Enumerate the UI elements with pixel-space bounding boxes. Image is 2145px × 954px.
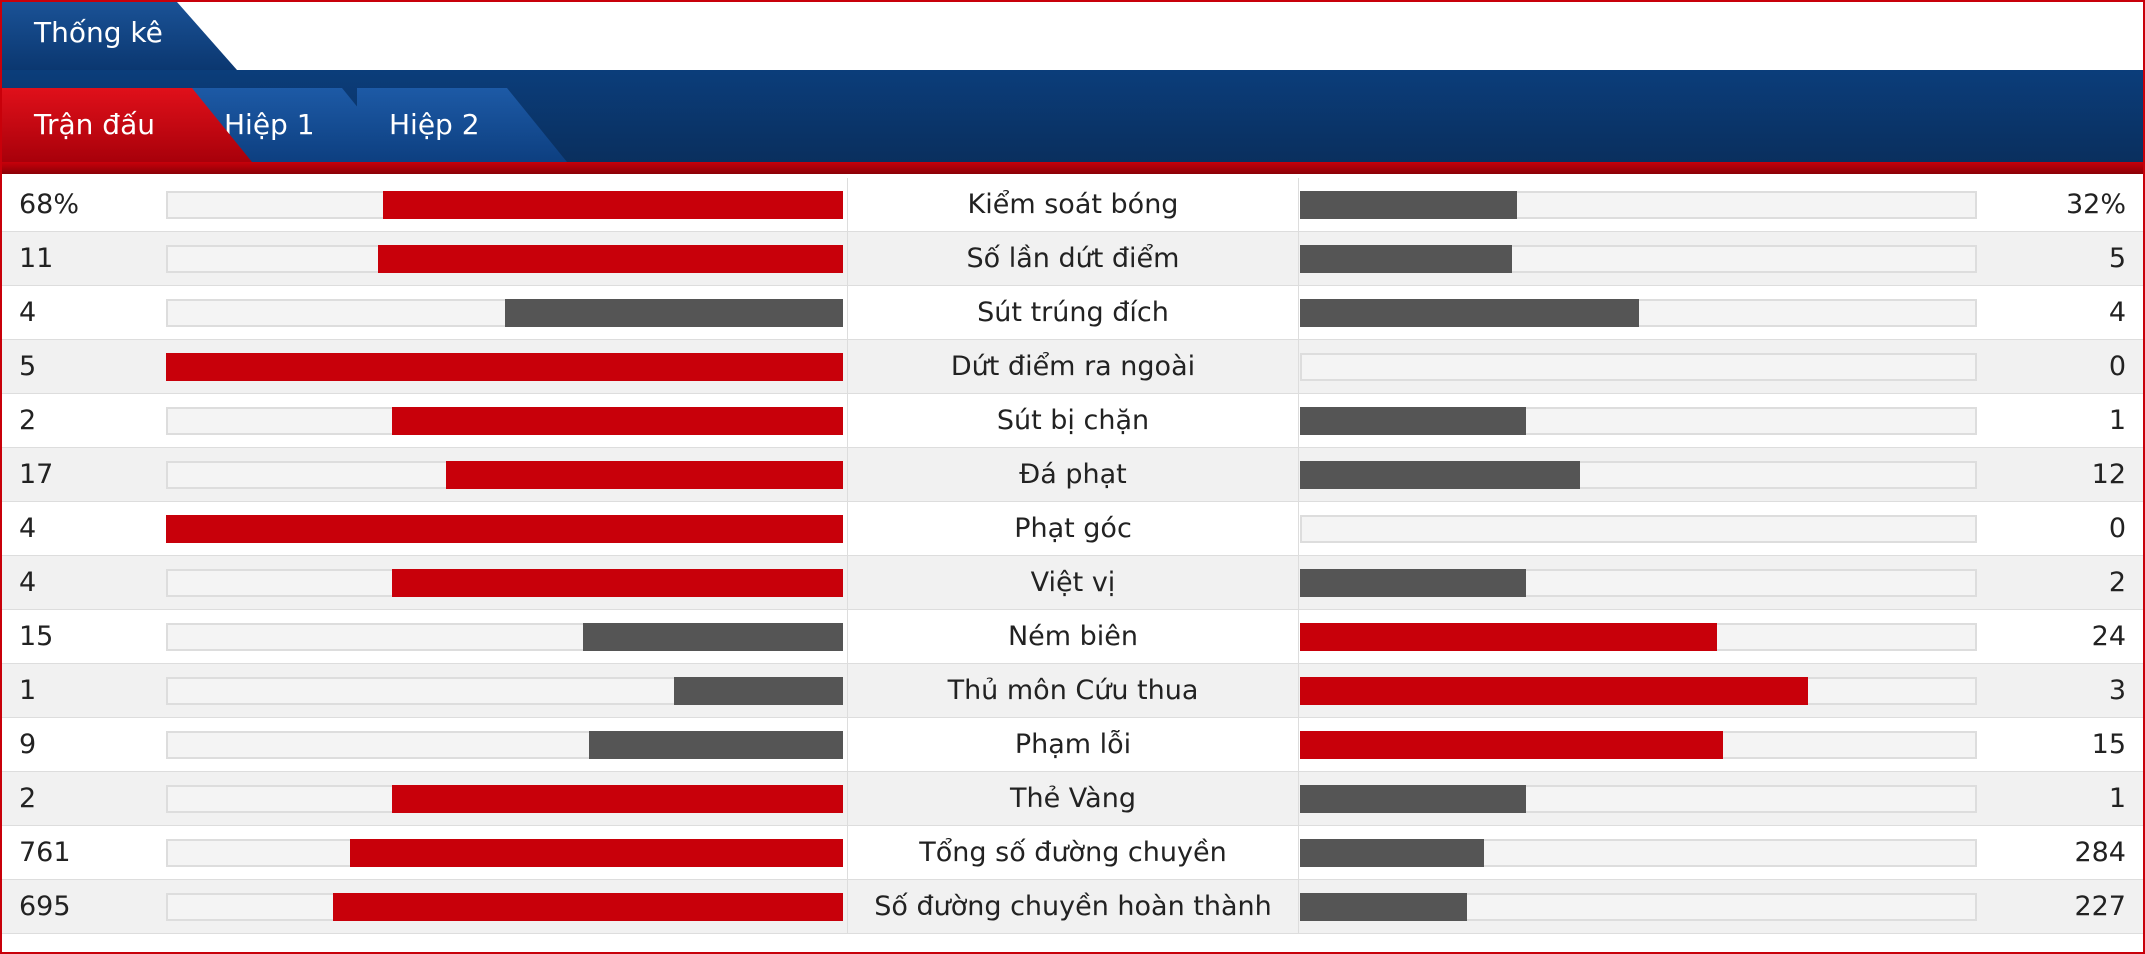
away-value: 284 [2074, 837, 2126, 868]
home-bar [504, 299, 843, 327]
stat-label: Ném biên [847, 610, 1299, 663]
home-value: 11 [19, 243, 54, 274]
home-bar [446, 461, 843, 489]
home-bar [166, 515, 843, 543]
tab-bar: Trận đấu Hiệp 1 Hiệp 2 [2, 72, 2143, 162]
stat-row: 2 1 Sút bị chặn [2, 394, 2143, 448]
stat-row: 761 284 Tổng số đường chuyền [2, 826, 2143, 880]
away-bar [1300, 299, 1639, 327]
away-value: 3 [2108, 675, 2126, 706]
stat-row: 695 227 Số đường chuyền hoàn thành [2, 880, 2143, 934]
panel-title: Thống kê [2, 2, 237, 70]
stat-label: Thẻ Vàng [847, 772, 1299, 825]
away-bar [1300, 461, 1581, 489]
home-value: 695 [19, 891, 71, 922]
stat-label: Việt vị [847, 556, 1299, 609]
home-value: 5 [19, 351, 37, 382]
stat-row: 11 5 Số lần dứt điểm [2, 232, 2143, 286]
home-value: 9 [19, 729, 37, 760]
stat-label: Kiểm soát bóng [847, 178, 1299, 231]
away-track [1300, 353, 1977, 381]
home-bar [166, 353, 843, 381]
stat-label: Số lần dứt điểm [847, 232, 1299, 285]
stat-row: 15 24 Ném biên [2, 610, 2143, 664]
home-value: 17 [19, 459, 54, 490]
stat-row: 2 1 Thẻ Vàng [2, 772, 2143, 826]
away-value: 5 [2108, 243, 2126, 274]
stat-row: 17 12 Đá phạt [2, 448, 2143, 502]
away-value: 1 [2108, 783, 2126, 814]
away-bar [1300, 245, 1512, 273]
away-value: 227 [2074, 891, 2126, 922]
away-bar [1300, 893, 1467, 921]
stat-label: Thủ môn Cứu thua [847, 664, 1299, 717]
home-bar [382, 191, 843, 219]
stat-label: Sút trúng đích [847, 286, 1299, 339]
divider [2, 162, 2143, 174]
stat-row: 68% 32% Kiểm soát bóng [2, 178, 2143, 232]
home-value: 2 [19, 783, 37, 814]
stat-row: 9 15 Phạm lỗi [2, 718, 2143, 772]
home-value: 761 [19, 837, 71, 868]
home-value: 15 [19, 621, 54, 652]
away-value: 12 [2091, 459, 2126, 490]
away-bar [1300, 731, 1724, 759]
away-bar [1300, 569, 1526, 597]
home-value: 68% [19, 189, 80, 220]
home-bar [673, 677, 843, 705]
away-value: 0 [2108, 513, 2126, 544]
stat-row: 4 4 Sút trúng đích [2, 286, 2143, 340]
stat-label: Phạt góc [847, 502, 1299, 555]
home-bar [589, 731, 843, 759]
away-value: 1 [2108, 405, 2126, 436]
away-value: 2 [2108, 567, 2126, 598]
stat-row: 4 2 Việt vị [2, 556, 2143, 610]
away-value: 24 [2091, 621, 2126, 652]
stat-label: Tổng số đường chuyền [847, 826, 1299, 879]
away-bar [1300, 785, 1526, 813]
home-value: 1 [19, 675, 37, 706]
away-track [1300, 515, 1977, 543]
away-bar [1300, 623, 1717, 651]
home-bar [391, 785, 843, 813]
home-value: 4 [19, 513, 37, 544]
away-value: 15 [2091, 729, 2126, 760]
home-bar [582, 623, 843, 651]
home-bar [377, 245, 843, 273]
stat-label: Đá phạt [847, 448, 1299, 501]
away-bar [1300, 407, 1526, 435]
stat-row: 1 3 Thủ môn Cứu thua [2, 664, 2143, 718]
away-value: 32% [2065, 189, 2126, 220]
stat-row: 5 0 Dứt điểm ra ngoài [2, 340, 2143, 394]
away-bar [1300, 677, 1808, 705]
title-bar: Thống kê [2, 2, 2143, 72]
away-value: 4 [2108, 297, 2126, 328]
away-bar [1300, 191, 1517, 219]
home-bar [349, 839, 843, 867]
home-value: 2 [19, 405, 37, 436]
stat-label: Sút bị chặn [847, 394, 1299, 447]
home-bar [391, 407, 843, 435]
stat-label: Dứt điểm ra ngoài [847, 340, 1299, 393]
away-value: 0 [2108, 351, 2126, 382]
stat-row: 4 0 Phạt góc [2, 502, 2143, 556]
stat-label: Phạm lỗi [847, 718, 1299, 771]
home-bar [332, 893, 843, 921]
away-bar [1300, 839, 1484, 867]
stat-label: Số đường chuyền hoàn thành [847, 880, 1299, 933]
home-value: 4 [19, 297, 37, 328]
home-bar [391, 569, 843, 597]
home-value: 4 [19, 567, 37, 598]
